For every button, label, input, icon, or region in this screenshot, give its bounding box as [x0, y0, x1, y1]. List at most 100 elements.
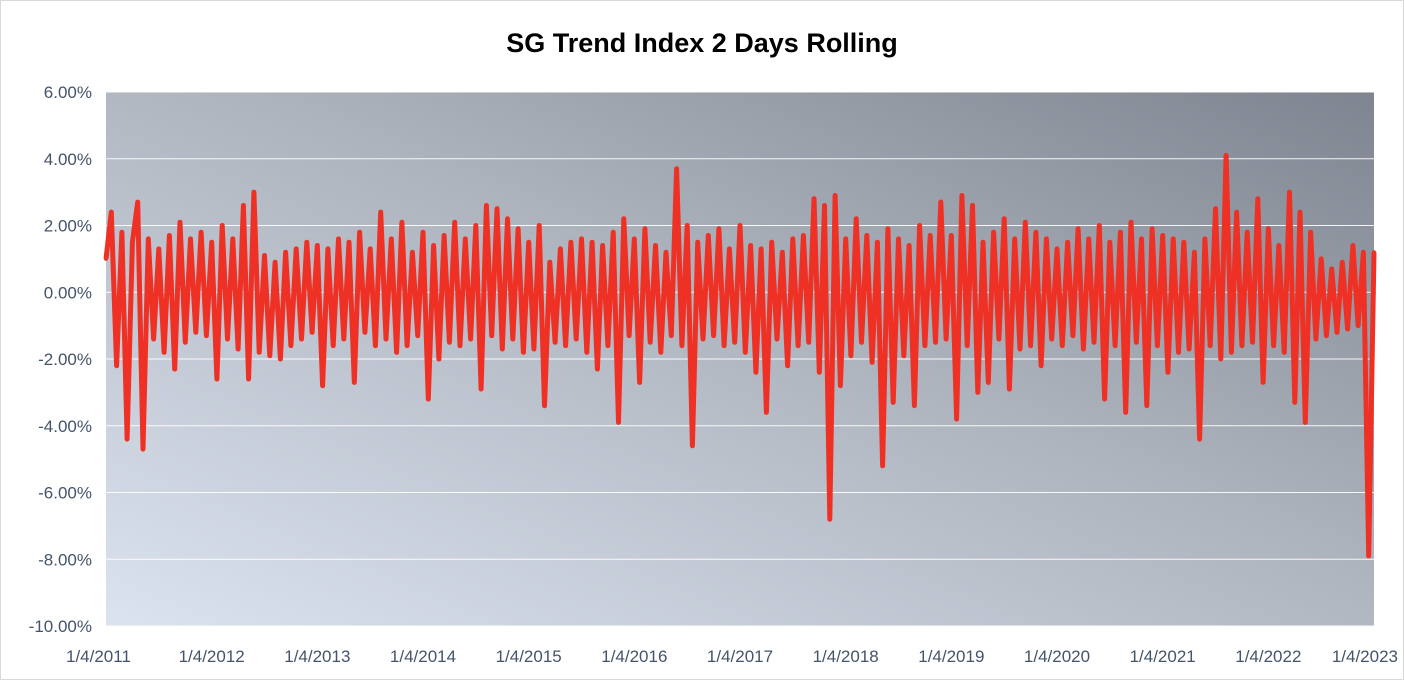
data-point: [447, 340, 452, 345]
data-point: [648, 340, 653, 345]
data-point: [827, 517, 832, 522]
data-point: [796, 343, 801, 348]
data-point: [156, 246, 161, 251]
data-point: [516, 226, 521, 231]
data-point: [1187, 347, 1192, 351]
data-point: [547, 260, 552, 265]
data-point: [1239, 343, 1244, 348]
data-point: [1356, 323, 1361, 328]
data-point: [891, 400, 896, 405]
data-point: [901, 353, 906, 358]
data-point: [1076, 226, 1081, 231]
data-point: [933, 340, 938, 345]
data-point: [1298, 210, 1302, 215]
x-tick-label: 1/4/2018: [813, 647, 879, 666]
data-point: [727, 246, 732, 251]
data-point: [119, 230, 124, 235]
y-tick-label: 4.00%: [44, 150, 92, 169]
data-point: [833, 193, 838, 198]
x-tick-label: 1/4/2021: [1130, 647, 1196, 666]
data-point: [230, 236, 235, 241]
data-point: [1329, 266, 1334, 271]
data-point: [584, 350, 589, 355]
data-point: [178, 220, 182, 225]
data-point: [759, 246, 764, 251]
data-point: [1345, 327, 1350, 331]
data-point: [637, 380, 642, 385]
data-point: [558, 246, 563, 251]
data-point: [1160, 233, 1165, 238]
data-point: [880, 463, 885, 468]
data-point: [801, 233, 806, 238]
data-point: [563, 343, 568, 348]
data-point: [368, 246, 373, 251]
data-point: [1335, 330, 1339, 335]
data-point: [473, 223, 478, 228]
data-point: [1324, 333, 1329, 338]
data-point: [1065, 240, 1070, 245]
data-point: [780, 250, 785, 255]
data-point: [838, 383, 843, 388]
data-point: [415, 333, 420, 338]
data-point: [981, 240, 985, 245]
data-point: [1255, 196, 1260, 201]
data-point: [949, 233, 954, 238]
data-point: [716, 226, 721, 231]
data-point: [267, 353, 272, 358]
data-point: [991, 230, 996, 235]
x-tick-label: 1/4/2011: [66, 647, 131, 666]
data-point: [357, 230, 362, 235]
data-point: [1276, 243, 1281, 248]
data-point: [843, 236, 848, 241]
data-point: [389, 236, 394, 241]
data-point: [679, 343, 684, 348]
x-tick-label: 1/4/2012: [179, 647, 245, 666]
data-point: [1081, 347, 1086, 351]
data-point: [1023, 220, 1028, 225]
data-point: [399, 220, 404, 225]
data-point: [854, 216, 859, 221]
data-point: [458, 343, 462, 348]
data-point: [304, 240, 309, 245]
data-point: [1060, 343, 1065, 348]
data-point: [785, 363, 790, 368]
data-point: [743, 350, 748, 355]
data-point: [394, 350, 399, 355]
data-point: [664, 250, 668, 255]
data-point: [1012, 236, 1017, 241]
data-point: [775, 337, 779, 341]
data-point: [431, 243, 436, 248]
data-point: [769, 240, 774, 245]
data-point: [711, 333, 716, 338]
data-point: [738, 223, 742, 228]
x-tick-label: 1/4/2022: [1235, 647, 1301, 666]
data-point: [1250, 340, 1255, 345]
data-point: [1372, 250, 1376, 255]
data-point: [1028, 343, 1033, 348]
x-tick-label: 1/4/2023: [1332, 647, 1398, 666]
data-point: [996, 337, 1001, 341]
data-point: [299, 337, 304, 341]
data-point: [848, 353, 853, 358]
data-point: [341, 337, 346, 341]
y-tick-label: 6.00%: [44, 83, 92, 102]
data-point: [1261, 380, 1266, 385]
data-point: [690, 443, 695, 448]
data-point: [273, 260, 278, 265]
data-point: [489, 333, 494, 338]
data-point: [526, 240, 531, 245]
data-point: [310, 330, 315, 335]
data-point: [965, 343, 970, 348]
data-point: [114, 363, 119, 368]
data-point: [251, 190, 256, 195]
data-point: [1213, 206, 1218, 211]
data-point: [109, 210, 114, 215]
data-point: [442, 233, 447, 238]
data-point: [600, 243, 605, 248]
data-point: [1018, 347, 1022, 351]
data-point: [695, 240, 700, 245]
data-point: [199, 230, 204, 235]
data-point: [135, 200, 140, 205]
data-point: [421, 230, 425, 235]
